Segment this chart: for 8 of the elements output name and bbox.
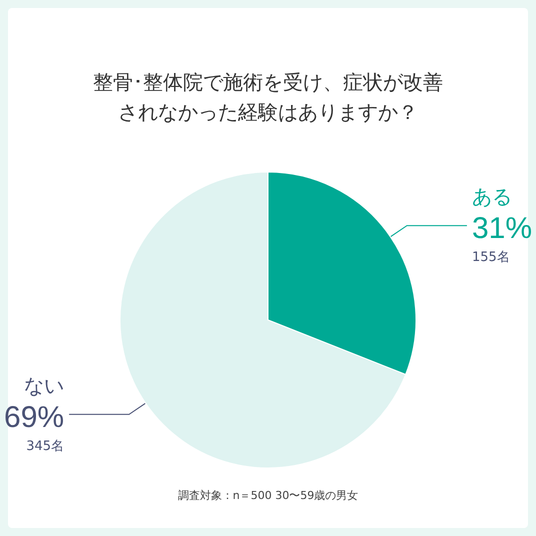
data-label: 69% <box>4 400 64 434</box>
text: 調査対象：n＝500 30〜59歳の男女 <box>178 489 358 502</box>
slice-label: ある <box>472 184 512 209</box>
text: 155名 <box>472 250 510 266</box>
text: 345名 <box>26 438 64 454</box>
data-label: 31% <box>472 212 532 246</box>
chart-title: 整骨･整体院で施術を受け、症状が改善されなかった経験はありますか？ <box>93 70 443 124</box>
slice-label: ない <box>24 373 64 398</box>
